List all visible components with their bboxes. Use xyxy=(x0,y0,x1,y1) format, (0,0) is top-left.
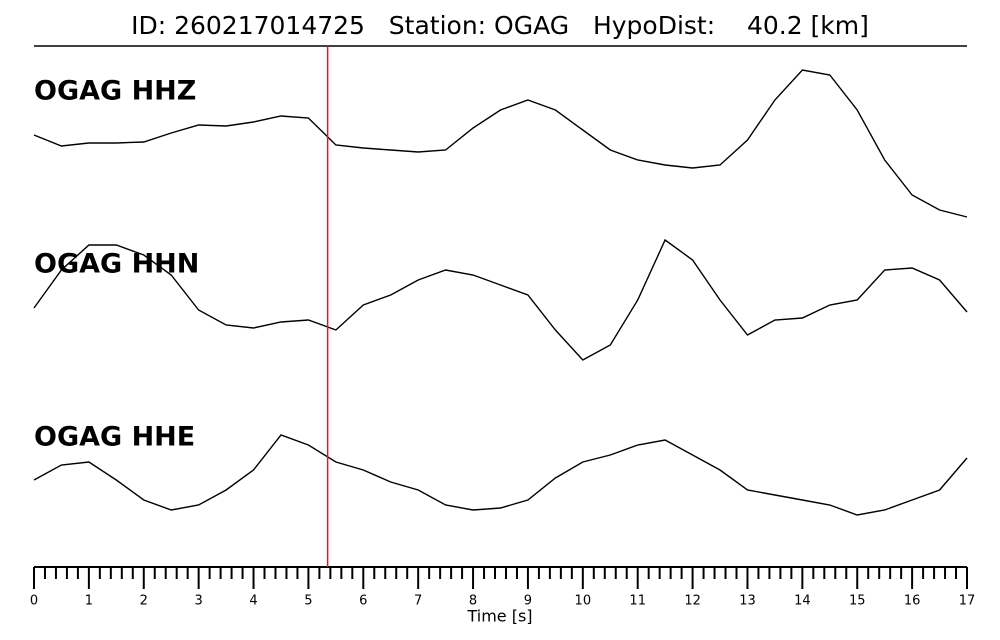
x-tick-label: 0 xyxy=(30,594,38,609)
x-tick-label: 5 xyxy=(304,594,312,609)
trace-label: OGAG HHN xyxy=(34,249,199,280)
x-tick-label: 14 xyxy=(794,594,811,609)
x-axis-label: Time [s] xyxy=(466,607,532,626)
x-tick-label: 17 xyxy=(959,594,976,609)
x-tick-label: 12 xyxy=(684,594,701,609)
x-tick-label: 3 xyxy=(195,594,203,609)
x-tick-label: 8 xyxy=(469,594,477,609)
trace-label: OGAG HHE xyxy=(34,422,195,453)
x-tick-label: 9 xyxy=(524,594,532,609)
x-tick-label: 2 xyxy=(140,594,148,609)
x-tick-label: 7 xyxy=(414,594,422,609)
waveform xyxy=(33,69,968,218)
x-tick-label: 4 xyxy=(249,594,257,609)
x-tick-label: 16 xyxy=(904,594,921,609)
x-tick-label: 1 xyxy=(85,594,93,609)
trace-label: OGAG HHZ xyxy=(34,76,196,107)
x-tick-label: 6 xyxy=(359,594,367,609)
x-tick-label: 11 xyxy=(629,594,646,609)
x-tick-label: 15 xyxy=(849,594,866,609)
waveform xyxy=(33,238,968,361)
chart-title: ID: 260217014725 Station: OGAG HypoDist:… xyxy=(131,11,869,40)
x-tick-label: 13 xyxy=(739,594,756,609)
waveform xyxy=(33,434,968,516)
x-tick-label: 10 xyxy=(575,594,592,609)
